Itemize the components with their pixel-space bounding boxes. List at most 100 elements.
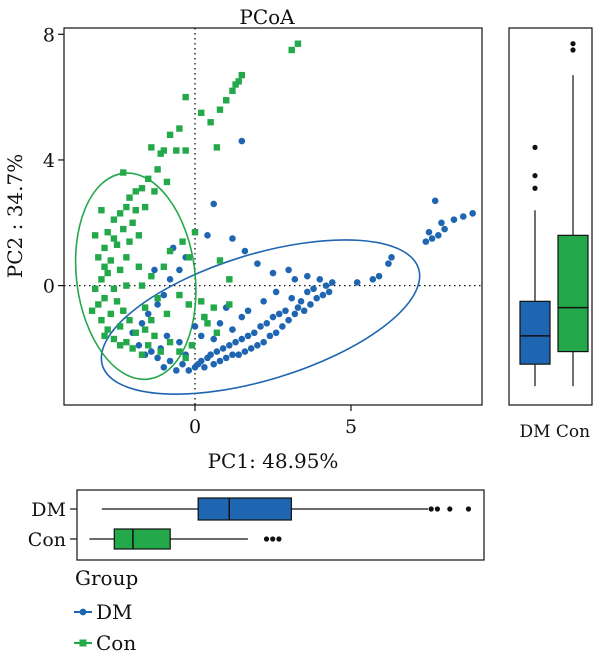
point-dm bbox=[469, 210, 476, 217]
point-con bbox=[110, 285, 118, 292]
point-con bbox=[138, 185, 146, 192]
point-dm bbox=[300, 307, 308, 315]
point-con bbox=[101, 263, 108, 270]
point-con bbox=[157, 348, 164, 355]
right-boxplot-panel: DM Con bbox=[508, 27, 593, 442]
point-con bbox=[101, 294, 108, 302]
point-dm bbox=[266, 332, 274, 340]
legend-entry-con: Con bbox=[74, 631, 136, 655]
point-con bbox=[151, 188, 158, 195]
right-box-dm bbox=[519, 144, 551, 387]
point-dm bbox=[294, 304, 302, 311]
point-con bbox=[229, 87, 236, 95]
point-dm bbox=[250, 329, 258, 337]
point-con bbox=[104, 229, 111, 236]
point-dm bbox=[425, 228, 433, 236]
point-con bbox=[123, 338, 130, 346]
point-dm bbox=[438, 219, 445, 227]
point-dm bbox=[160, 364, 168, 371]
point-con bbox=[110, 335, 118, 343]
point-dm bbox=[307, 301, 314, 308]
point-dm bbox=[272, 288, 280, 296]
point-dm bbox=[322, 282, 330, 289]
point-con bbox=[110, 235, 118, 242]
point-con bbox=[226, 276, 233, 283]
y-tick-label: 4 bbox=[43, 150, 55, 172]
point-dm bbox=[257, 323, 264, 330]
scatter-panel: 0 5 0 4 8 bbox=[43, 24, 483, 438]
point-con bbox=[198, 109, 205, 117]
point-con bbox=[138, 282, 146, 289]
x-tick-label: 5 bbox=[345, 416, 357, 438]
point-con bbox=[123, 254, 130, 261]
point-dm bbox=[428, 235, 436, 242]
point-dm bbox=[272, 329, 280, 337]
point-con bbox=[104, 326, 111, 333]
point-dm bbox=[388, 254, 395, 261]
point-con bbox=[151, 332, 158, 340]
box bbox=[197, 497, 292, 521]
point-con bbox=[113, 241, 121, 248]
point-con bbox=[191, 229, 199, 236]
point-con bbox=[123, 282, 130, 289]
point-dm bbox=[210, 360, 218, 368]
right-category-label: DM bbox=[519, 422, 550, 442]
point-con bbox=[160, 147, 168, 154]
point-con bbox=[135, 263, 143, 270]
bottom-category-label: DM bbox=[31, 499, 66, 521]
chart-title: PCoA bbox=[239, 5, 295, 29]
legend-label: DM bbox=[96, 600, 133, 624]
point-dm bbox=[191, 323, 199, 330]
point-con bbox=[173, 147, 180, 154]
point-con bbox=[101, 244, 108, 252]
point-dm bbox=[260, 338, 267, 346]
point-dm bbox=[166, 276, 174, 283]
y-tick-label: 8 bbox=[43, 24, 55, 46]
outlier-dot bbox=[570, 41, 576, 47]
bottom-box-con bbox=[89, 528, 282, 550]
point-con bbox=[132, 207, 139, 214]
scatter-panel-frame bbox=[63, 27, 483, 406]
point-dm bbox=[154, 301, 161, 308]
point-dm bbox=[160, 291, 168, 299]
legend-entry-dm: DM bbox=[74, 600, 133, 624]
point-dm bbox=[285, 316, 292, 324]
point-con bbox=[182, 93, 189, 101]
point-con bbox=[132, 329, 139, 336]
point-dm bbox=[229, 235, 236, 242]
point-con bbox=[288, 46, 295, 54]
point-dm bbox=[213, 348, 221, 355]
box bbox=[557, 234, 589, 353]
point-con bbox=[216, 257, 224, 264]
point-dm bbox=[197, 332, 205, 340]
point-con bbox=[176, 348, 183, 355]
point-con bbox=[98, 207, 105, 214]
point-con bbox=[201, 313, 208, 321]
box bbox=[113, 528, 171, 550]
outlier-dot bbox=[428, 506, 434, 512]
legend-label: Con bbox=[96, 631, 136, 655]
point-dm bbox=[260, 298, 267, 305]
point-con bbox=[120, 225, 127, 233]
right-box-con bbox=[557, 41, 589, 387]
point-con bbox=[88, 307, 96, 314]
point-con bbox=[145, 342, 152, 349]
point-con bbox=[116, 342, 124, 349]
point-dm bbox=[297, 298, 305, 305]
point-dm bbox=[459, 213, 467, 220]
point-con bbox=[95, 254, 102, 261]
point-dm bbox=[254, 260, 261, 267]
outlier-dot bbox=[532, 173, 538, 179]
point-con bbox=[113, 298, 121, 305]
point-dm bbox=[176, 266, 183, 274]
point-con bbox=[148, 144, 155, 151]
point-con bbox=[185, 301, 192, 308]
point-dm bbox=[435, 232, 442, 239]
point-con bbox=[116, 210, 124, 217]
point-con bbox=[116, 323, 124, 330]
bottom-boxplot-panel: DM Con bbox=[28, 489, 485, 561]
point-con bbox=[98, 316, 105, 324]
point-con bbox=[154, 166, 161, 173]
point-con bbox=[129, 345, 136, 352]
point-con bbox=[232, 81, 239, 88]
